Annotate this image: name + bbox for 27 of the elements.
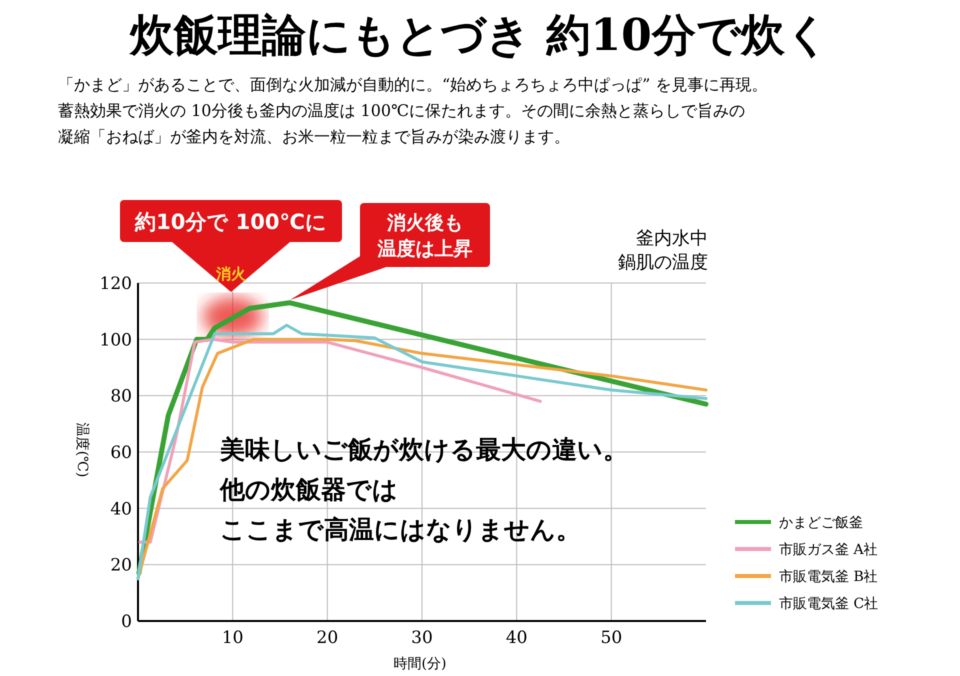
x-tick-label: 30 [411, 628, 433, 648]
legend-label: かまどご飯釜 [779, 515, 863, 531]
annotation: 他の炊飯器では [219, 475, 398, 504]
y-tick-label: 40 [110, 499, 132, 520]
text: 約10分で 100℃に [134, 210, 327, 234]
annotation: 美味しいご飯が炊ける最大の違い。 [219, 435, 628, 464]
chart-title: 炊飯理論にもとづき 約10分で炊く [128, 10, 830, 61]
legend-label: 市販電気釜 B社 [779, 569, 878, 585]
y-tick-label: 100 [100, 330, 132, 350]
chart-subtitle: 「かまど」があることで、面倒な火加減が自動的に。“始めちょろちょろ中ぱっぱ” を見事に再現。蓄熱効果で消火の 10分後も釜内の温度は 100℃に保たれます。その間に余熱と蒸らしで旨みの凝縮「おねば」が釜内を対流、お米一粒一粒まで旨みが染み渡ります。 [58, 75, 768, 146]
y-tick-label: 0 [121, 612, 132, 632]
legend-label: 市販電気釜 C社 [779, 596, 878, 612]
annotation: ここまで高温にはなりません。 [220, 515, 581, 544]
text: 消火後も温度は上昇 [376, 212, 472, 260]
y-tick-label: 20 [110, 556, 132, 576]
y-tick-label: 60 [110, 443, 132, 463]
x-tick-label: 10 [222, 628, 244, 648]
y-tick-label: 120 [100, 274, 132, 294]
text: 釜内水中鍋肌の温度 [618, 228, 708, 273]
text: 消火 [215, 265, 247, 283]
x-tick-label: 20 [316, 628, 338, 648]
x-tick-label: 40 [506, 628, 528, 648]
legend-label: 市販ガス釜 A社 [779, 542, 878, 558]
y-axis-title: 温度(℃) [74, 422, 90, 478]
y-tick-label: 80 [110, 386, 132, 407]
x-tick-label: 50 [600, 628, 622, 648]
x-axis-title: 時間(分) [394, 656, 446, 672]
